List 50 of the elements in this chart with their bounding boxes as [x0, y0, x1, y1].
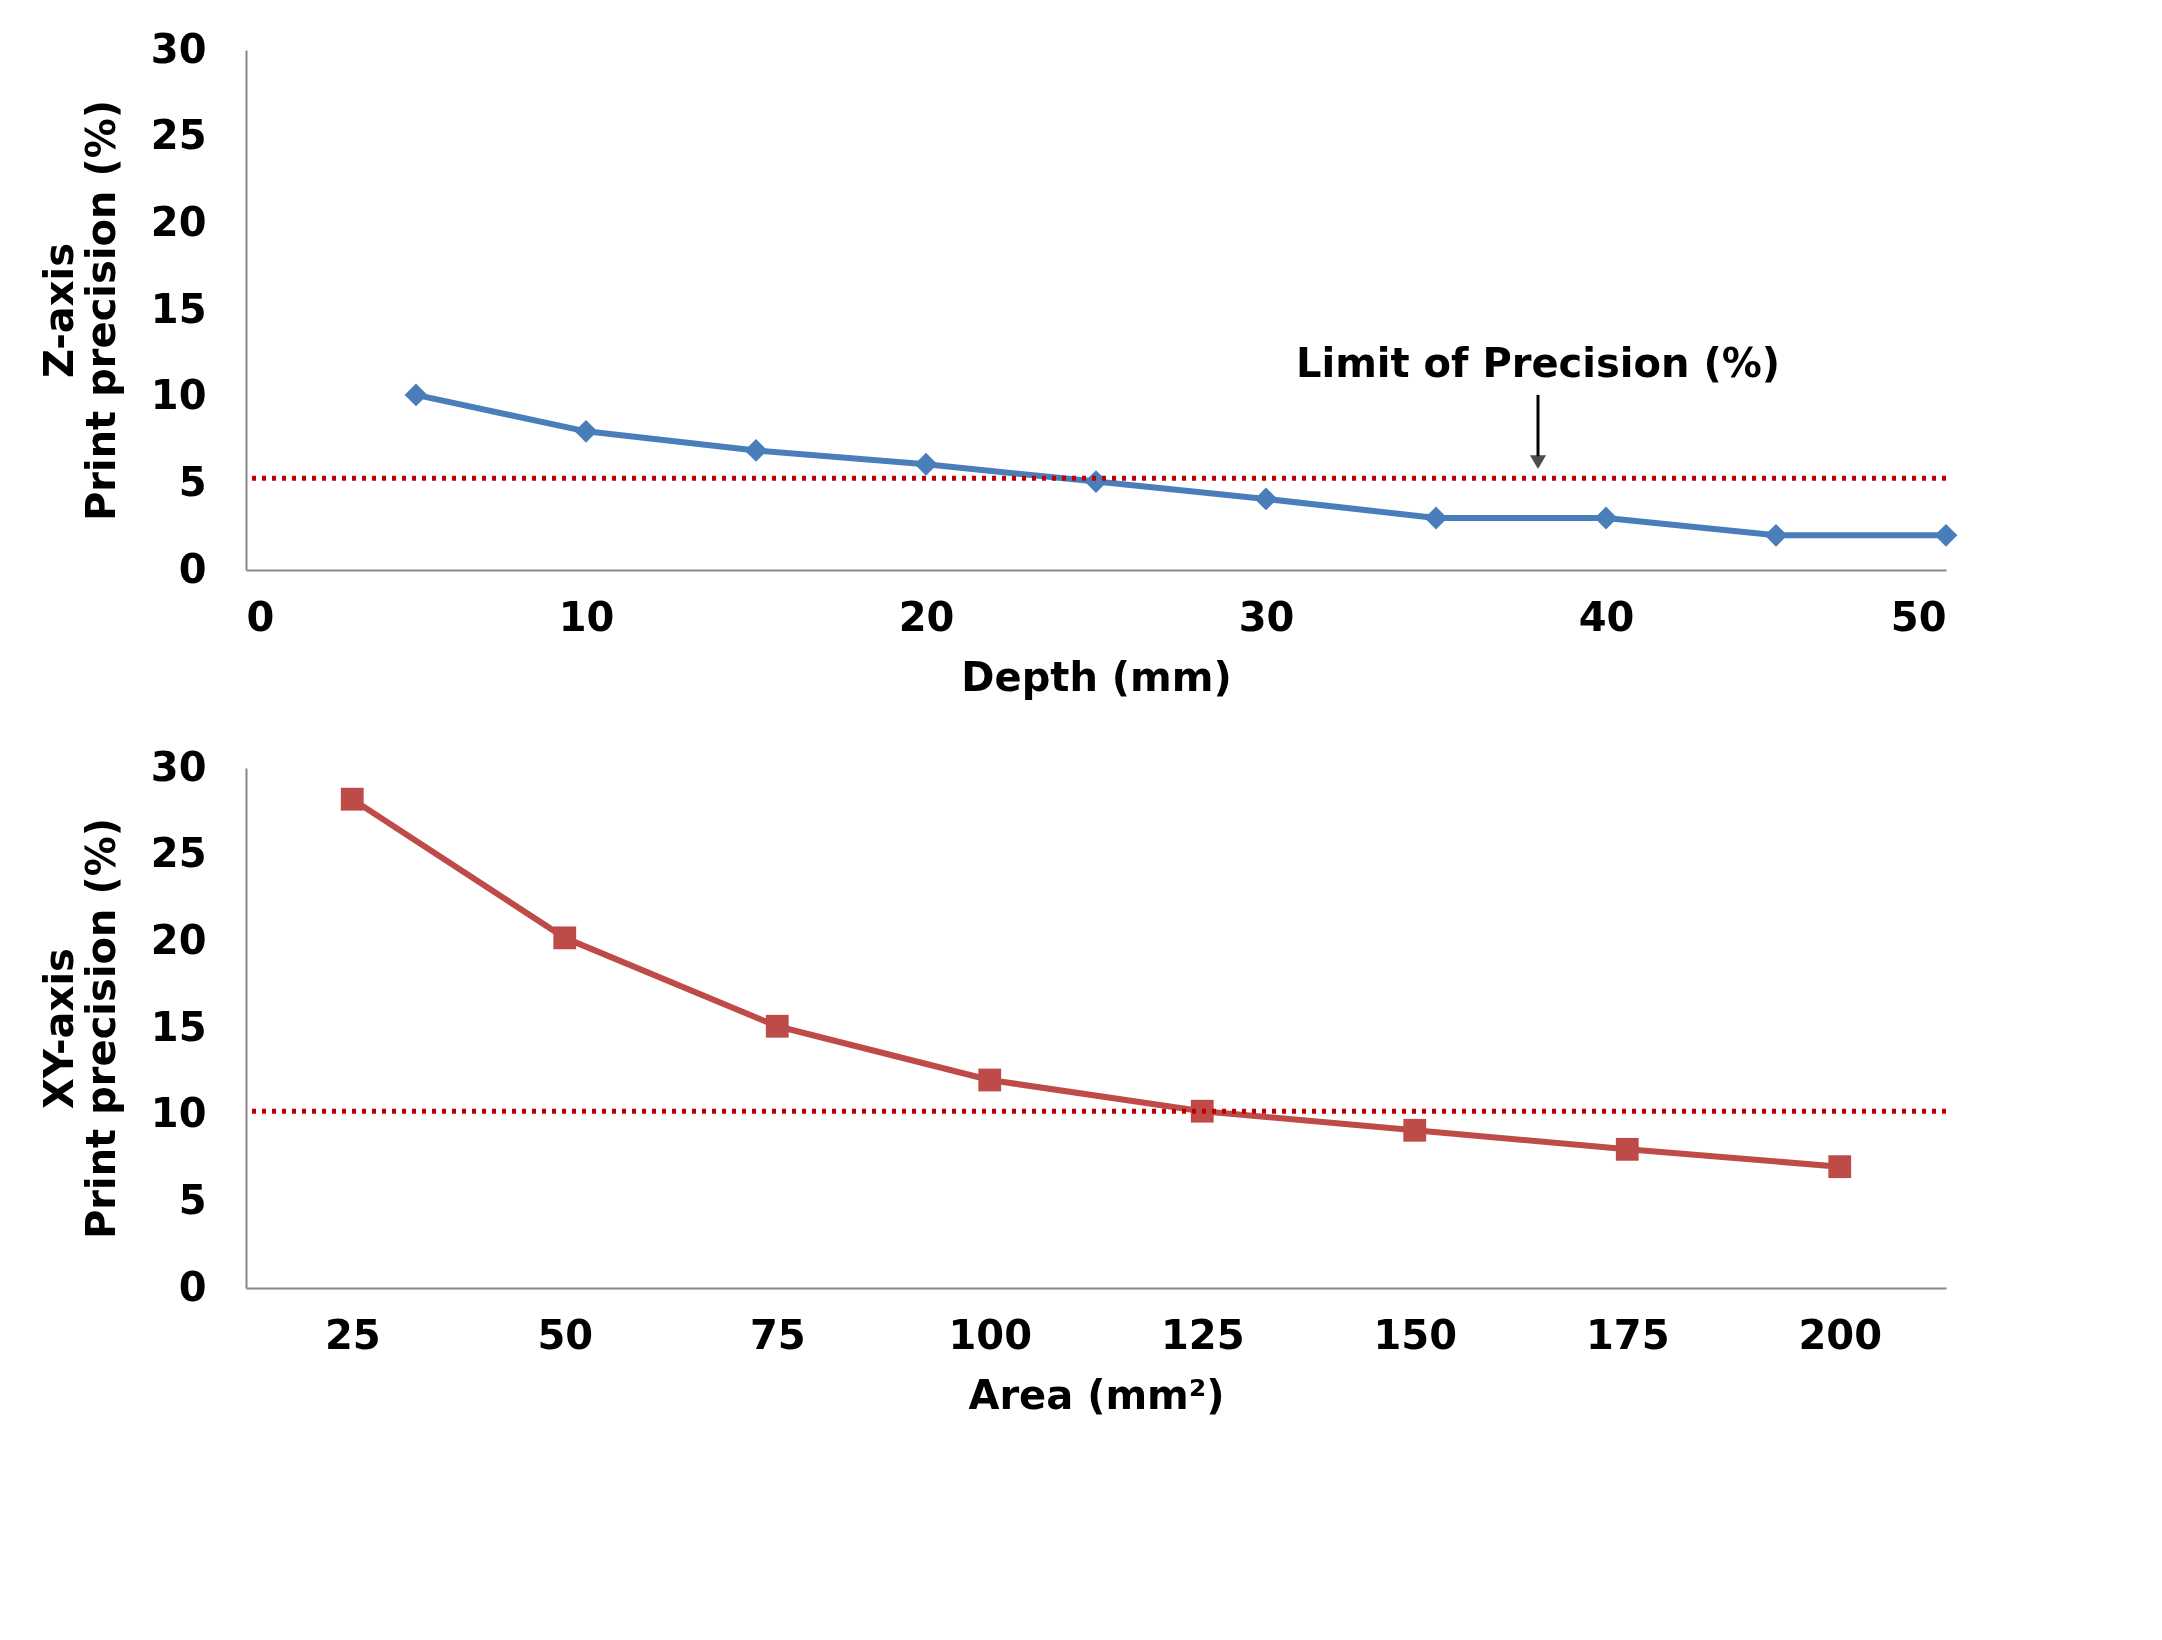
x-tick-label: 0: [246, 593, 275, 640]
annotation: Limit of Precision (%): [1295, 339, 1781, 386]
point: [914, 452, 938, 476]
point: [340, 787, 364, 811]
y-tick-label: 0: [178, 545, 207, 592]
y-tick-label: 20: [150, 916, 207, 963]
x-tick-label: 200: [1798, 1311, 1882, 1358]
point: [1254, 487, 1278, 511]
point: [1594, 506, 1618, 530]
x-tick-label: 20: [898, 593, 955, 640]
x-tick-label: 10: [558, 593, 615, 640]
x-tick-label: 150: [1373, 1311, 1457, 1358]
y-axis-title: XY-axis Print precision (%): [35, 817, 124, 1240]
x-tick-label: 40: [1578, 593, 1635, 640]
y-tick-label: 20: [150, 198, 207, 245]
y-tick-label: 25: [150, 830, 207, 877]
point: [1615, 1137, 1639, 1161]
point: [404, 383, 428, 407]
y-tick-label: 10: [150, 1090, 207, 1137]
point: [553, 926, 577, 950]
y-tick-label: 5: [178, 458, 207, 505]
x-tick-label: 30: [1238, 593, 1295, 640]
x-axis-title: Area (mm²): [968, 1371, 1225, 1418]
point: [1424, 506, 1448, 530]
x-tick-label: 50: [1890, 593, 1947, 640]
x-axis-title: Depth (mm): [961, 653, 1232, 700]
y-tick-label: 0: [178, 1263, 207, 1310]
x-tick-label: 100: [948, 1311, 1032, 1358]
y-tick-label: 5: [178, 1176, 207, 1223]
y-tick-label: 30: [150, 25, 207, 72]
point: [765, 1014, 789, 1038]
y-tick-label: 15: [150, 285, 207, 332]
point: [1190, 1099, 1214, 1123]
y-axis-title: Z-axis Print precision (%): [35, 99, 124, 522]
x-tick-label: 25: [324, 1311, 381, 1358]
point: [978, 1068, 1002, 1092]
point: [1934, 523, 1958, 547]
x-tick-label: 125: [1161, 1311, 1245, 1358]
y-tick-label: 25: [150, 112, 207, 159]
point: [744, 439, 768, 462]
x-tick-label: 175: [1586, 1311, 1670, 1358]
y-tick-label: 15: [150, 1003, 207, 1050]
point: [1828, 1155, 1852, 1179]
y-tick-label: 30: [150, 743, 207, 790]
point: [1403, 1118, 1427, 1142]
point: [1764, 523, 1788, 547]
x-tick-label: 75: [749, 1311, 806, 1358]
x-tick-label: 50: [537, 1311, 594, 1358]
y-tick-label: 10: [150, 372, 207, 419]
point: [574, 419, 598, 443]
